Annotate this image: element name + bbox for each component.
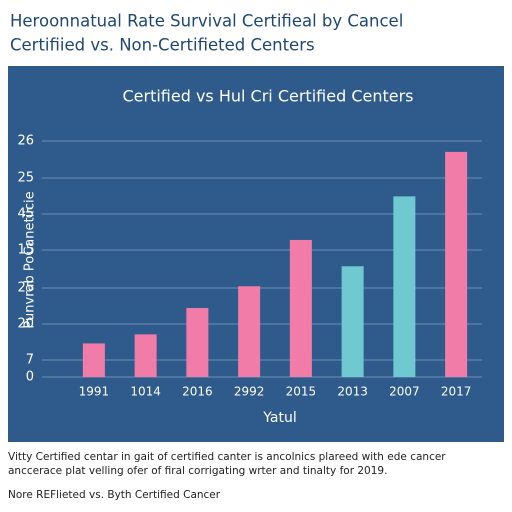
x-tick-label: 2992 [234,385,265,399]
x-tick-label: 2013 [337,385,368,399]
bar [186,308,209,377]
y-tick-label: 25 [17,171,34,186]
bar [341,266,364,377]
x-axis-title: Yatul [262,410,296,426]
chart-title: Certifiied vs. Non-Certifieted Centers [10,36,315,55]
chart-subtitle: Certified vs Hul Cri Certified Centers [122,87,413,106]
bar [238,286,261,377]
x-tick-label: 2015 [286,385,317,399]
bar [393,196,416,377]
y-tick-label: 26 [17,134,34,149]
y-tick-label: 7 [26,353,34,368]
x-tick-label: 2017 [441,385,472,399]
bar [289,239,312,377]
note: anccerace plat velling ofer of firal cor… [8,465,387,477]
x-tick-label: 2016 [182,385,213,399]
note: Vitty Certified centar in gait of certif… [8,451,446,463]
x-tick-label: 1014 [130,385,161,399]
x-tick-label: 2007 [389,385,420,399]
bar [82,343,105,377]
y-tick-label: 45 [17,207,34,222]
y-tick-label: 15 [17,243,34,258]
chart-title: Heroonnatual Rate Survival Certifieal by… [10,12,403,31]
footer: Nore REFlieted vs. Byth Certified Cancer [8,489,221,501]
y-tick-label: 0 [26,370,34,385]
y-tick-label: 20 [17,317,34,332]
bar [134,334,157,377]
y-tick-label: 25 [17,281,34,296]
chart-panel [8,66,504,442]
y-axis-title: Punvrab PoCanetiicie [23,191,38,328]
x-tick-label: 1991 [79,385,110,399]
bar [445,151,468,377]
